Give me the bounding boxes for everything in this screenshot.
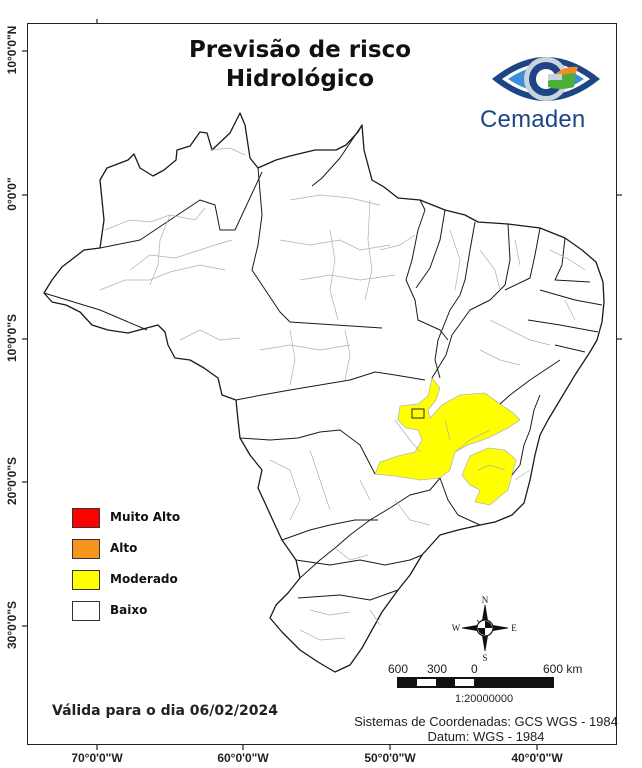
valid-date: Válida para o dia 06/02/2024: [52, 703, 278, 719]
legend-label: Baixo: [110, 603, 148, 617]
title-line-1: Previsão de risco: [188, 37, 412, 63]
legend-label: Alto: [110, 541, 138, 555]
compass-n: N: [482, 595, 489, 605]
legend-label: Moderado: [110, 572, 178, 586]
scale-bar: [397, 677, 554, 688]
mesoregion-borders: [99, 147, 586, 641]
scale-label-600-left: 600: [388, 662, 409, 676]
scale-label-600-km: 600 km: [543, 662, 583, 676]
title-line-2: Hidrológico: [225, 66, 375, 92]
compass-rose-icon: N S W E: [452, 595, 518, 663]
map-title: Previsão de risco Hidrológico: [150, 36, 450, 94]
legend-label: Muito Alto: [110, 510, 181, 524]
scale-label-300: 300: [427, 662, 448, 676]
eye-logo-icon: [492, 57, 600, 101]
lon-tick-50w: 50°0'0"W: [364, 751, 416, 765]
lon-tick-70w: 70°0'0"W: [71, 751, 123, 765]
compass-w: W: [452, 623, 461, 633]
scale-label-0: 0: [471, 662, 478, 676]
legend-swatch-alto: [72, 539, 100, 559]
legend-swatch-moderado: [72, 570, 100, 590]
legend-swatch-baixo: [72, 601, 100, 621]
coordinate-system: Sistemas de Coordenadas: GCS WGS - 1984: [354, 714, 618, 729]
brasilia-df: [411, 408, 425, 419]
state-borders: [43, 124, 603, 601]
region-minas: [461, 447, 517, 506]
lon-tick-60w: 60°0'0"W: [217, 751, 269, 765]
coordinate-info: Sistemas de Coordenadas: GCS WGS - 1984 …: [346, 714, 626, 744]
scale-ratio: 1:20000000: [455, 693, 514, 705]
legend-swatch-muito-alto: [72, 508, 100, 528]
lon-tick-40w: 40°0'0"W: [511, 751, 563, 765]
datum: Datum: WGS - 1984: [427, 729, 545, 744]
compass-s: S: [482, 653, 487, 663]
brazil-outline: [43, 112, 605, 673]
logo-wordmark: Cemaden: [480, 106, 586, 133]
compass-e: E: [511, 623, 517, 633]
